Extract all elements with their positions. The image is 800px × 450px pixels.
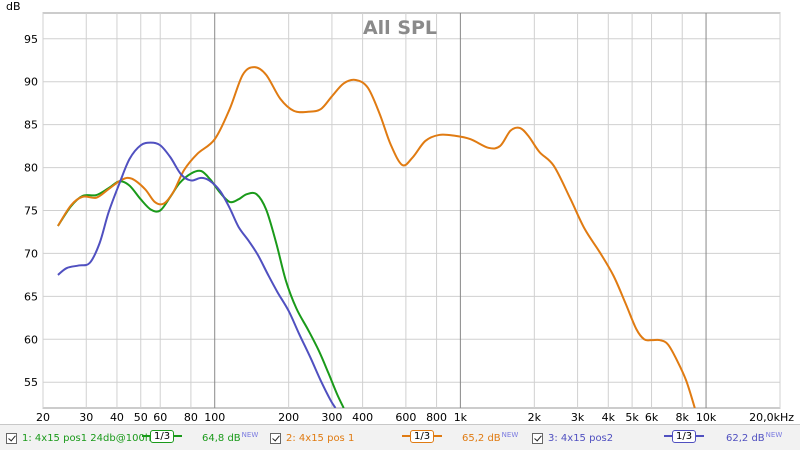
x-tick-label: 80 (184, 411, 198, 424)
y-axis-label: dB (6, 0, 21, 13)
y-tick-label: 75 (24, 205, 38, 218)
chart-title: All SPL (363, 17, 437, 39)
legend-level-1: 64,8 dBNEW (202, 431, 259, 444)
x-tick-label: 60 (153, 411, 167, 424)
x-tick-label: 30 (79, 411, 93, 424)
series-group (57, 66, 696, 408)
new-badge-3: NEW (765, 431, 783, 439)
x-tick-label: 40 (110, 411, 124, 424)
y-tick-label: 70 (24, 247, 38, 260)
x-tick-label: 800 (426, 411, 447, 424)
x-tick-label: 2k (528, 411, 542, 424)
new-badge-1: NEW (241, 431, 259, 439)
x-tick-label: 300 (321, 411, 342, 424)
y-tick-label: 95 (24, 33, 38, 46)
smoothing-control-3[interactable]: 1/3 (664, 429, 705, 443)
x-tick-label: 200 (278, 411, 299, 424)
y-axis-ticks: 55 60 65 70 75 80 85 90 95 (24, 33, 38, 389)
x-axis-ticks: 20 30 40 50 60 80 100 200 300 400 600 800 1k 2k 3k 4k 5k… (36, 411, 794, 424)
smoothing-control-2[interactable]: 1/3 (402, 429, 443, 443)
y-tick-label: 85 (24, 119, 38, 132)
x-tick-label: 400 (352, 411, 373, 424)
y-tick-label: 60 (24, 333, 38, 346)
legend-label-3: 3: 4x15 pos2 (548, 432, 614, 444)
y-tick-label: 65 (24, 290, 38, 303)
legend-checkbox-2[interactable] (270, 432, 281, 444)
legend-checkbox-3[interactable] (532, 432, 543, 444)
x-tick-label: 6k (645, 411, 659, 424)
x-tick-label: 20 (36, 411, 50, 424)
legend-bar: 1: 4x15 pos1 24db@100h 1/3 64,8 dBNEW 2:… (0, 424, 800, 450)
grid (42, 13, 781, 408)
x-tick-label: 1k (454, 411, 468, 424)
smoothing-label-2: 1/3 (410, 429, 435, 443)
legend-label-1: 1: 4x15 pos1 24db@100h (22, 432, 152, 444)
y-tick-label: 80 (24, 162, 38, 175)
x-tick-label: 3k (571, 411, 585, 424)
legend-entry-2[interactable]: 2: 4x15 pos 1 (270, 430, 354, 446)
smoothing-label-1: 1/3 (150, 429, 175, 443)
legend-checkbox-1[interactable] (6, 432, 17, 444)
x-tick-label: 20,0kHz (749, 411, 794, 424)
legend-label-2: 2: 4x15 pos 1 (286, 432, 355, 444)
legend-level-3: 62,2 dBNEW (726, 431, 783, 444)
legend-level-2: 65,2 dBNEW (462, 431, 519, 444)
x-tick-label: 50 (134, 411, 148, 424)
legend-entry-3[interactable]: 3: 4x15 pos2 (532, 430, 613, 446)
spl-chart: 55 60 65 70 75 80 85 90 95 20 30 40 50 60 80 100 200 300… (6, 0, 794, 424)
x-tick-label: 10k (696, 411, 717, 424)
x-tick-label: 5k (625, 411, 639, 424)
y-tick-label: 55 (24, 376, 38, 389)
x-tick-label: 4k (602, 411, 616, 424)
series-line-3 (57, 141, 337, 408)
legend-entry-1[interactable]: 1: 4x15 pos1 24db@100h (6, 430, 151, 446)
y-tick-label: 90 (24, 76, 38, 89)
x-tick-label: 100 (204, 411, 225, 424)
new-badge-2: NEW (501, 431, 519, 439)
x-tick-label: 600 (395, 411, 416, 424)
series-line-2 (57, 66, 696, 408)
x-tick-label: 8k (676, 411, 690, 424)
smoothing-control-1[interactable]: 1/3 (142, 429, 183, 443)
smoothing-label-3: 1/3 (672, 429, 697, 443)
